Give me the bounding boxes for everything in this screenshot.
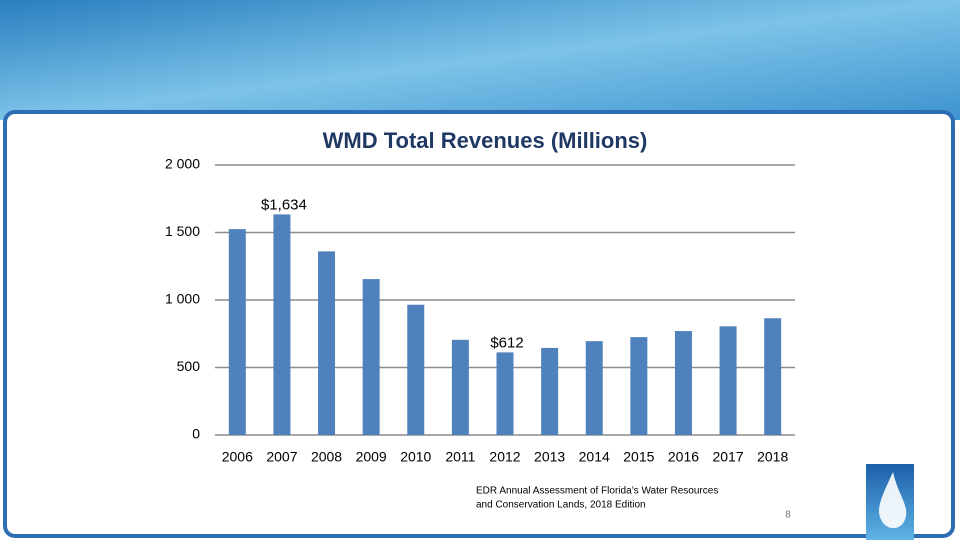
x-tick-label: 2009 (356, 449, 387, 465)
x-tick-label: 2016 (668, 449, 699, 465)
logo-drop (878, 472, 907, 529)
bar (318, 251, 336, 435)
y-tick-label: 2 000 (165, 156, 200, 172)
slide-frame (3, 110, 955, 538)
x-tick-label: 2006 (222, 449, 253, 465)
bar (630, 337, 648, 435)
y-tick-label: 1 500 (165, 223, 200, 239)
x-tick-label: 2008 (311, 449, 342, 465)
x-tick-label: 2015 (623, 449, 654, 465)
bar (719, 326, 737, 435)
page-number: 8 (785, 510, 791, 521)
x-tick-label: 2011 (445, 449, 475, 465)
data-label: $1,634 (261, 196, 307, 213)
bar (674, 331, 692, 435)
bar (451, 339, 469, 435)
bar (585, 341, 603, 435)
bar (273, 214, 291, 435)
x-tick-label: 2010 (400, 449, 431, 465)
x-tick-label: 2012 (489, 449, 520, 465)
bar (496, 352, 514, 435)
bar (228, 229, 246, 435)
water-banner (0, 0, 960, 120)
x-tick-label: 2013 (534, 449, 565, 465)
bar (407, 304, 425, 435)
source-note: EDR Annual Assessment of Florida’s Water… (476, 486, 718, 497)
bar (541, 347, 559, 435)
y-tick-label: 500 (177, 358, 201, 374)
chart-title: WMD Total Revenues (Millions) (323, 128, 648, 153)
x-tick-label: 2007 (266, 449, 297, 465)
data-label: $612 (490, 334, 523, 351)
x-tick-label: 2018 (757, 449, 788, 465)
bar (362, 279, 380, 435)
x-tick-label: 2017 (712, 449, 743, 465)
bar (764, 318, 782, 435)
source-note: and Conservation Lands, 2018 Edition (476, 500, 646, 511)
y-tick-label: 1 000 (165, 291, 200, 307)
x-tick-label: 2014 (579, 449, 610, 465)
y-tick-label: 0 (192, 426, 200, 442)
